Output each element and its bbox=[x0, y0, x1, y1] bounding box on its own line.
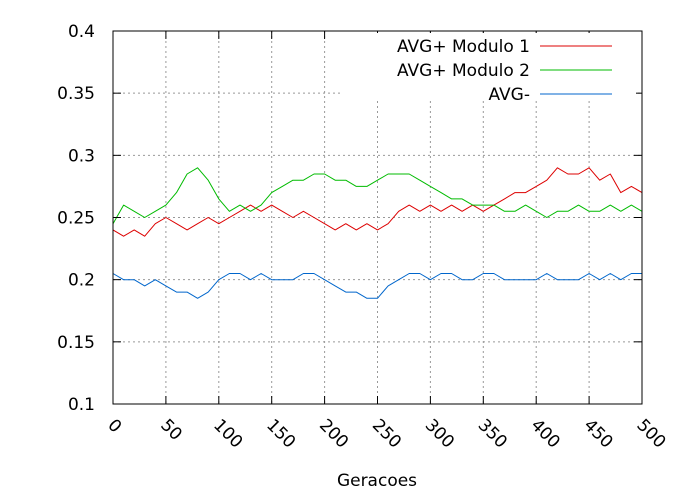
x-tick-label: 250 bbox=[368, 415, 405, 452]
series-line bbox=[112, 273, 642, 299]
x-tick-label: 450 bbox=[580, 415, 617, 452]
x-tick-label: 300 bbox=[421, 415, 458, 452]
x-tick-label: 150 bbox=[262, 415, 299, 452]
y-tick-label: 0.1 bbox=[68, 395, 95, 415]
x-tick-label: 350 bbox=[474, 415, 511, 452]
x-tick-label: 500 bbox=[632, 415, 669, 452]
x-tick-label: 50 bbox=[156, 415, 185, 444]
series-1 bbox=[112, 167, 643, 237]
legend-entry-label: AVG- bbox=[489, 85, 530, 105]
series-3 bbox=[112, 273, 643, 299]
x-tick-label: 0 bbox=[103, 415, 125, 437]
series-2 bbox=[112, 167, 643, 224]
y-tick-label: 0.15 bbox=[57, 333, 95, 353]
series-line bbox=[112, 167, 643, 237]
legend-background bbox=[340, 33, 636, 99]
legend-entry-label: AVG+ Modulo 2 bbox=[397, 61, 530, 81]
legend: AVG+ Modulo 1 AVG+ Modulo 2 AVG- bbox=[340, 33, 636, 105]
x-axis-title: Geracoes bbox=[337, 471, 417, 491]
x-tick-label: 400 bbox=[527, 415, 564, 452]
series-lines bbox=[112, 167, 643, 299]
x-tick-label: 200 bbox=[315, 415, 352, 452]
y-tick-label: 0.35 bbox=[57, 84, 95, 104]
y-tick-label: 0.3 bbox=[68, 146, 95, 166]
y-tick-label: 0.2 bbox=[68, 271, 95, 291]
x-tick-label: 100 bbox=[209, 415, 246, 452]
y-tick-label: 0.25 bbox=[57, 209, 95, 229]
y-tick-label: 0.4 bbox=[68, 22, 95, 42]
legend-entry-label: AVG+ Modulo 1 bbox=[397, 37, 530, 57]
grid bbox=[113, 31, 642, 404]
